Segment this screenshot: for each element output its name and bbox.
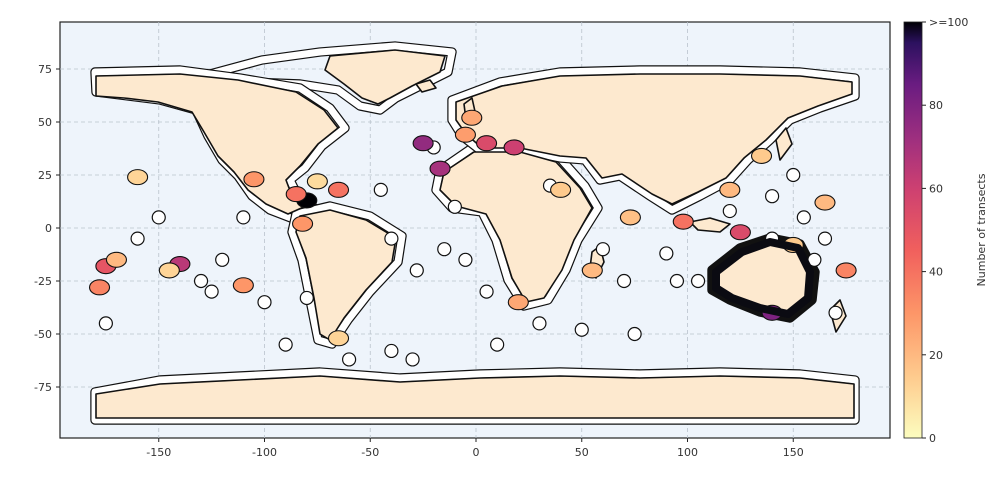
transect-region (507, 294, 529, 311)
colorbar-gradient (903, 21, 923, 439)
transect-region (476, 135, 498, 152)
colorbar-label: Number of transects (975, 173, 988, 286)
x-tick-label: -50 (361, 446, 379, 459)
y-axis: 75 50 25 0 -25 -50 -75 (34, 63, 60, 394)
island-eez-ring (193, 273, 209, 289)
island-eez-ring (627, 326, 642, 342)
y-tick-label: -50 (34, 328, 52, 341)
transect-region (454, 126, 476, 143)
y-tick-label: 75 (38, 63, 52, 76)
transect-region (285, 186, 307, 203)
colorbar-tick-label: 0 (929, 432, 936, 445)
island-eez-ring (722, 203, 737, 219)
island-eez-ring (299, 290, 314, 306)
transect-region (243, 171, 265, 188)
island-eez-ring (278, 337, 293, 352)
transect-region (814, 194, 836, 211)
island-eez-ring (828, 305, 843, 320)
y-tick-label: 50 (38, 116, 52, 129)
island-eez-rings (98, 140, 843, 367)
transect-region (327, 330, 350, 347)
transect-region (158, 262, 180, 279)
island-eez-ring (98, 316, 113, 331)
island-eez-ring (257, 295, 272, 310)
x-tick-label: 50 (575, 446, 589, 459)
y-tick-label: 0 (45, 222, 52, 235)
transect-region (88, 279, 111, 296)
transect-region (835, 262, 857, 279)
island-eez-ring (130, 231, 145, 246)
x-tick-label: -100 (252, 446, 277, 459)
x-tick-label: -150 (146, 446, 171, 459)
island-eez-ring (409, 263, 424, 278)
y-tick-label: 25 (38, 169, 52, 182)
australia-high-count-coast (712, 238, 814, 318)
transect-region (412, 135, 434, 152)
transect-region (672, 213, 694, 230)
land-north-america (95, 73, 339, 215)
transect-region (550, 181, 572, 198)
island-eez-ring (764, 189, 780, 204)
transect-region (503, 139, 525, 156)
transect-region (105, 251, 127, 268)
island-eez-ring (796, 210, 811, 225)
colorbar-ticks: >=100 80 60 40 20 0 (922, 16, 968, 445)
land-antarctica (95, 375, 855, 419)
island-eez-ring (479, 284, 494, 299)
transect-region (729, 224, 751, 241)
y-tick-label: -75 (34, 381, 52, 394)
island-eez-ring (384, 231, 399, 246)
island-eez-ring (817, 231, 833, 246)
y-tick-label: -25 (34, 275, 52, 288)
transect-region (306, 173, 328, 190)
island-eez-ring (458, 252, 473, 267)
transect-region (719, 181, 741, 198)
island-eez-ring (786, 167, 801, 183)
island-eez-ring (595, 242, 611, 257)
land-south-america (295, 209, 397, 341)
transect-region (232, 277, 254, 294)
island-eez-ring (384, 343, 399, 359)
island-eez-ring (490, 337, 505, 352)
transect-region (429, 160, 451, 177)
island-eez-ring (405, 352, 420, 367)
colorbar-tick-label: 60 (929, 182, 943, 195)
transect-region (581, 262, 603, 279)
island-eez-ring (215, 252, 230, 267)
x-axis: -150 -100 -50 0 50 100 150 (146, 438, 804, 459)
land-japan (775, 127, 793, 161)
land-iceland (415, 79, 437, 93)
x-tick-label: 100 (677, 446, 698, 459)
transect-region (127, 169, 149, 186)
colorbar-tick-label: 80 (929, 99, 943, 112)
x-tick-label: 0 (473, 446, 480, 459)
island-eez-ring (373, 182, 388, 197)
island-eez-ring (342, 352, 357, 367)
colorbar-tick-label: 20 (929, 349, 943, 362)
colorbar-tick-label: >=100 (929, 16, 968, 29)
island-eez-ring (574, 322, 589, 337)
island-eez-ring (236, 210, 251, 225)
island-eez-ring (532, 316, 547, 331)
island-eez-ring (669, 273, 685, 289)
transect-region (292, 215, 314, 232)
island-eez-ring (659, 246, 674, 261)
land-indonesia (689, 217, 731, 233)
colorbar: >=100 80 60 40 20 0 Number of transects (903, 16, 988, 445)
transect-region (461, 109, 483, 126)
island-eez-ring (616, 273, 632, 289)
transect-regions (88, 109, 857, 347)
transect-region (327, 181, 350, 198)
x-tick-label: 150 (783, 446, 804, 459)
island-eez-ring (447, 199, 462, 214)
island-eez-ring (204, 284, 219, 299)
transect-region (750, 147, 773, 164)
land-greenland (324, 49, 446, 105)
island-eez-ring (437, 242, 452, 257)
island-eez-ring (690, 273, 706, 289)
colorbar-tick-label: 40 (929, 266, 943, 279)
transect-region (619, 209, 641, 226)
island-eez-ring (151, 210, 166, 225)
